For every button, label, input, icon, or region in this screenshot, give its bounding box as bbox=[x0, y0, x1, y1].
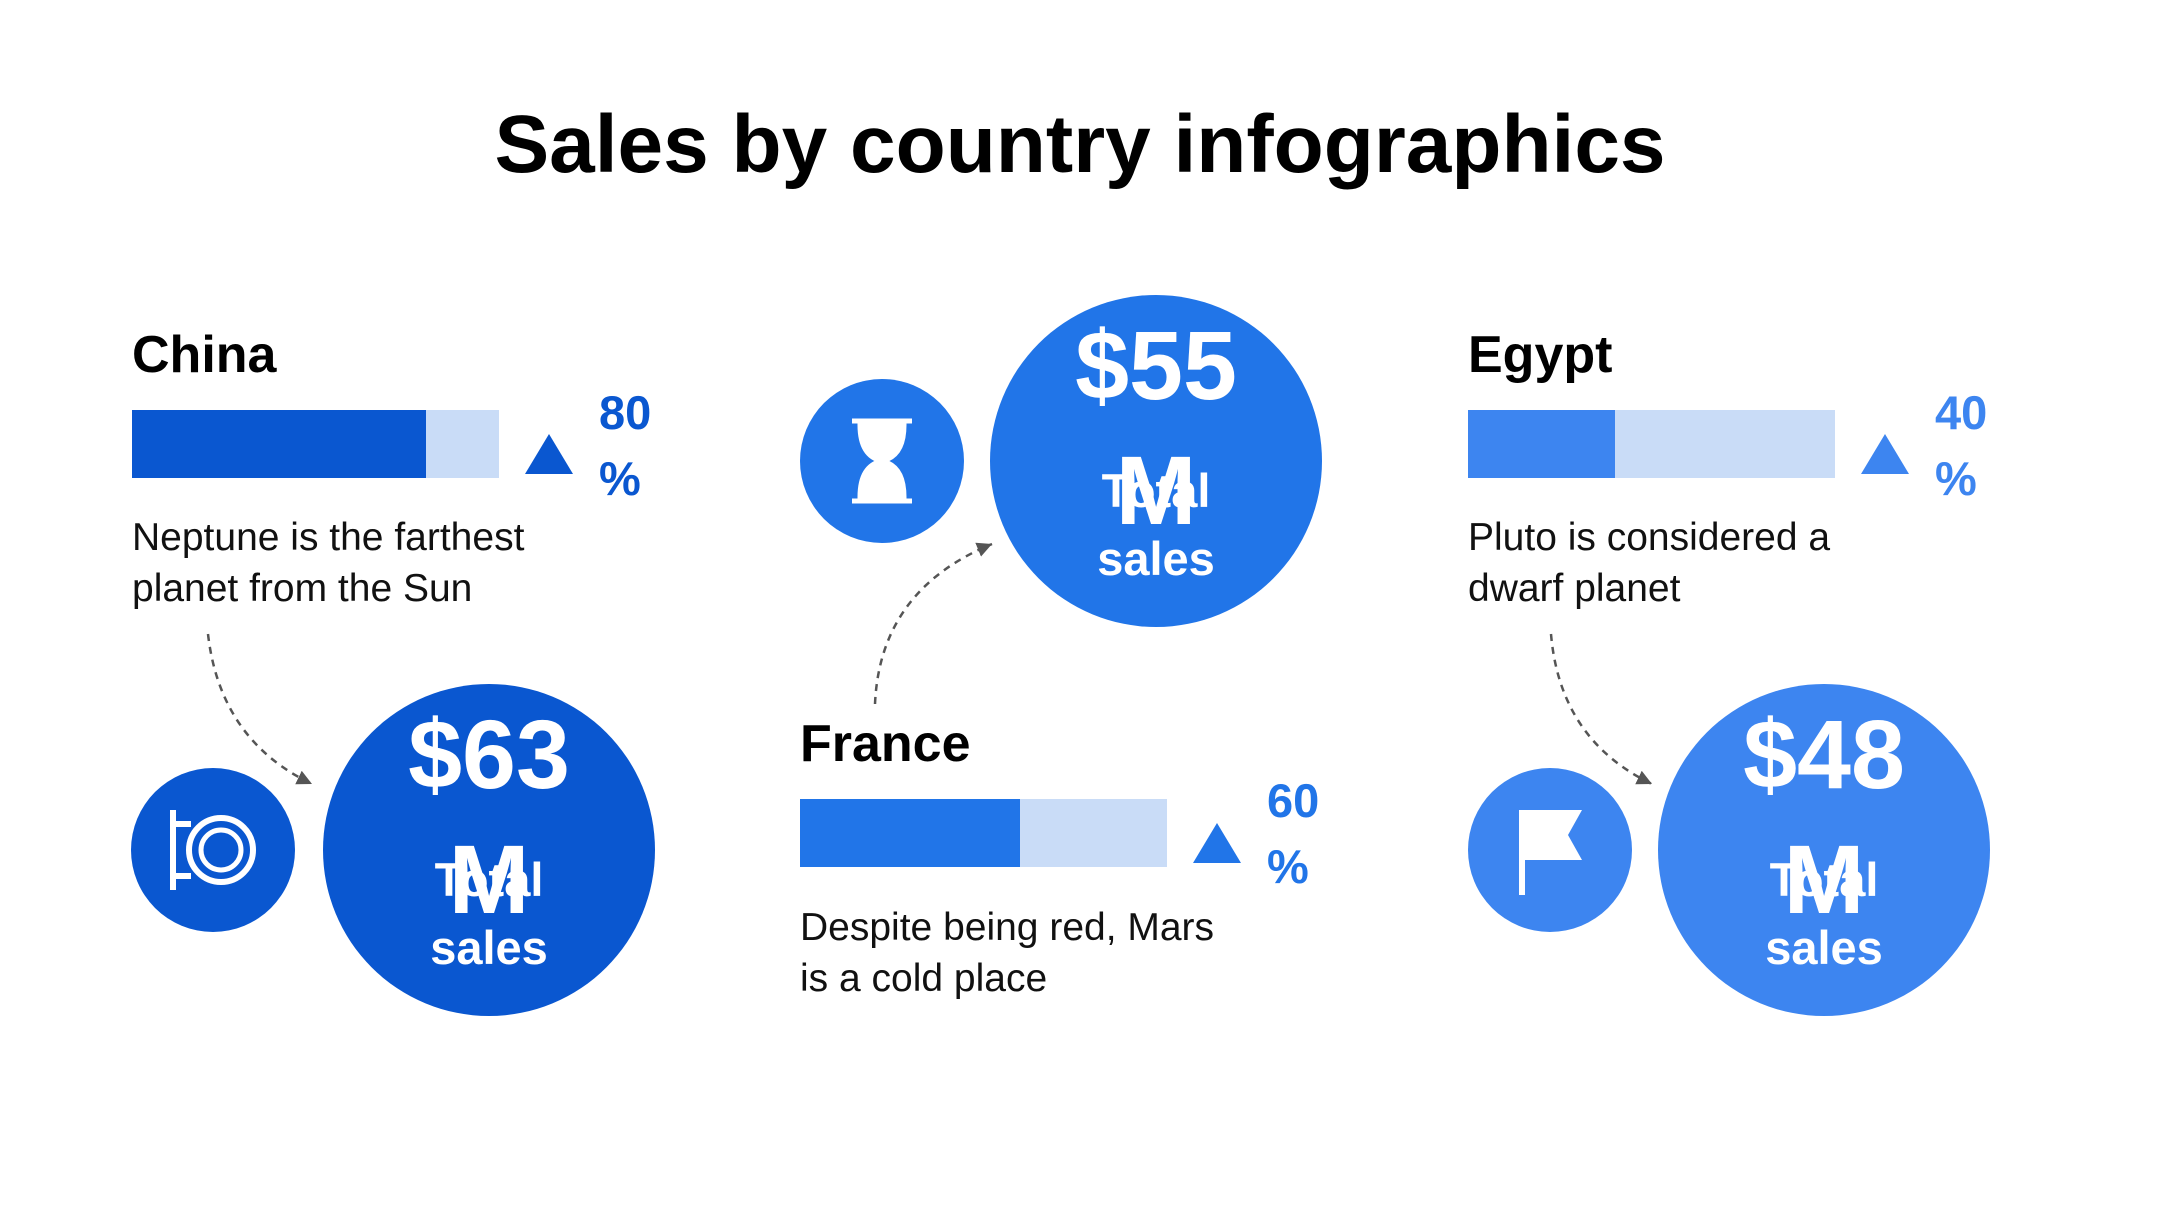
total-label: Total sales bbox=[1097, 464, 1215, 585]
progress-fill bbox=[800, 799, 1021, 867]
amount-label: $55 M bbox=[1075, 311, 1237, 545]
up-triangle bbox=[1193, 823, 1241, 863]
total-label: Total sales bbox=[1765, 853, 1883, 974]
percent-label: 60 % bbox=[1267, 774, 1320, 893]
amount-label: $48 M bbox=[1743, 700, 1905, 934]
icon-shape bbox=[198, 827, 244, 873]
total-circle bbox=[990, 295, 1322, 627]
icon-shape bbox=[170, 810, 191, 890]
dashed-arrow bbox=[1549, 633, 1653, 786]
amount-label: $63 M bbox=[408, 700, 570, 934]
decor-group bbox=[131, 295, 1990, 1016]
description: Despite being red, Mars is a cold place bbox=[800, 906, 1215, 1000]
total-circle bbox=[323, 684, 655, 1016]
progress-fill bbox=[1468, 410, 1615, 478]
up-triangle bbox=[1861, 434, 1909, 474]
up-triangle bbox=[525, 434, 573, 474]
progress-track bbox=[800, 799, 1167, 867]
progress-fill bbox=[132, 410, 426, 478]
dashed-arrow bbox=[873, 542, 993, 705]
dashed-arrow bbox=[206, 633, 313, 786]
percent-label: 80 % bbox=[599, 386, 652, 505]
country-name: France bbox=[800, 715, 971, 773]
title: Sales by country infographics bbox=[494, 99, 1666, 190]
icon-shape bbox=[1522, 810, 1582, 860]
progress-track bbox=[1468, 410, 1835, 478]
icon-shape bbox=[852, 418, 912, 504]
description: Pluto is considered a dwarf planet bbox=[1468, 516, 1831, 610]
percent-label: 40 % bbox=[1935, 386, 1988, 505]
total-label: Total sales bbox=[430, 853, 548, 974]
total-circle bbox=[1658, 684, 1990, 1016]
icon-shape bbox=[186, 815, 256, 885]
country-name: China bbox=[132, 326, 277, 384]
description: Neptune is the farthest planet from the … bbox=[132, 516, 525, 610]
country-name: Egypt bbox=[1468, 326, 1613, 384]
icon-circle bbox=[131, 768, 295, 932]
progress-track bbox=[132, 410, 499, 478]
